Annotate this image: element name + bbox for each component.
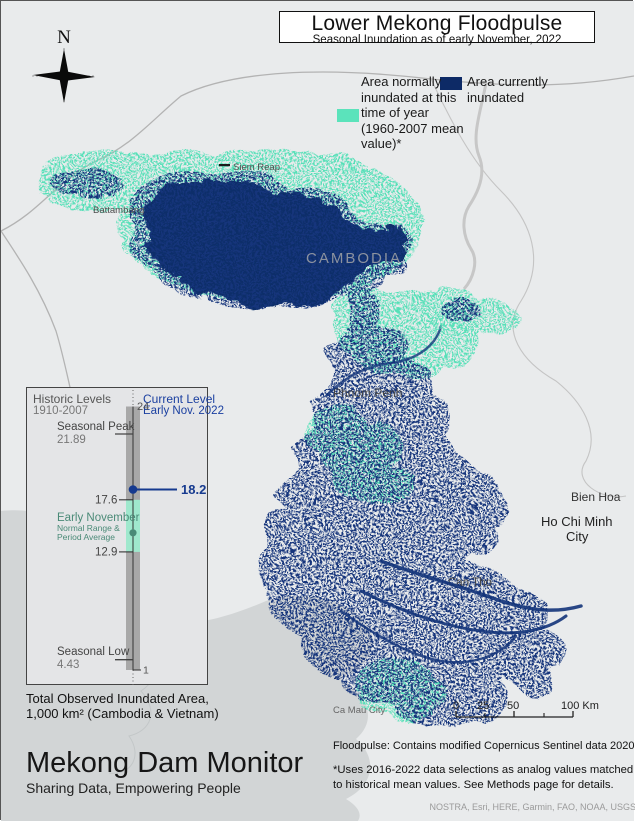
- svg-text:0: 0: [453, 700, 459, 712]
- svg-text:Battambang: Battambang: [93, 205, 144, 216]
- svg-text:N: N: [57, 27, 71, 48]
- svg-text:100 Km: 100 Km: [561, 700, 599, 712]
- svg-text:12.9: 12.9: [95, 547, 117, 559]
- svg-text:1: 1: [143, 665, 149, 677]
- svg-text:Siem Reap: Siem Reap: [233, 162, 280, 173]
- svg-text:Bien Hoa: Bien Hoa: [571, 490, 621, 504]
- svg-text:CAMBODIA: CAMBODIA: [306, 250, 402, 267]
- svg-text:25: 25: [477, 700, 489, 712]
- svg-text:Can Tho: Can Tho: [448, 577, 492, 589]
- svg-text:City: City: [566, 529, 589, 544]
- svg-text:21.89: 21.89: [57, 434, 86, 446]
- svg-text:Ho Chi Minh: Ho Chi Minh: [541, 514, 613, 529]
- svg-text:Period Average: Period Average: [57, 532, 115, 542]
- svg-text:Seasonal Low: Seasonal Low: [57, 646, 130, 658]
- svg-text:Seasonal Peak: Seasonal Peak: [57, 421, 135, 433]
- svg-text:Ca Mau City: Ca Mau City: [333, 705, 386, 716]
- svg-text:24: 24: [137, 401, 149, 413]
- svg-text:17.6: 17.6: [95, 495, 117, 507]
- svg-text:4.43: 4.43: [57, 659, 79, 671]
- svg-text:50: 50: [507, 700, 519, 712]
- svg-text:18.2: 18.2: [181, 482, 206, 497]
- svg-text:Phnom Penh: Phnom Penh: [333, 386, 402, 400]
